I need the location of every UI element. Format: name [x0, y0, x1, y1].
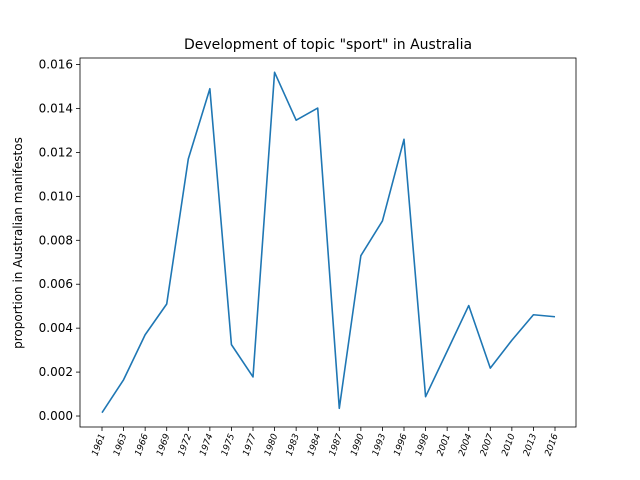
x-tick-label: 1996 — [393, 432, 410, 457]
x-tick-label: 1998 — [414, 432, 431, 457]
x-tick-label: 1961 — [91, 433, 108, 458]
x-tick-label: 1977 — [242, 432, 259, 457]
x-tick-label: 1993 — [371, 432, 388, 457]
y-axis-label: proportion in Australian manifestos — [11, 137, 25, 349]
x-tick-label: 1972 — [177, 432, 194, 457]
x-tick-label: 1980 — [263, 432, 280, 457]
y-tick-label: 0.008 — [39, 233, 73, 247]
y-tick-label: 0.016 — [39, 58, 73, 72]
x-tick-label: 1984 — [306, 432, 323, 457]
x-tick-label: 2001 — [436, 433, 453, 458]
x-tick-label: 2004 — [457, 432, 474, 457]
y-tick-label: 0.012 — [39, 145, 73, 159]
x-tick-label: 1975 — [220, 432, 237, 457]
plot-area: 0.000 0.002 0.004 0.006 0.008 0.010 0.012 0.014… — [39, 57, 577, 458]
chart-title: Development of topic "sport" in Australi… — [184, 37, 472, 53]
x-tick-label: 1983 — [285, 432, 302, 457]
x-tick-label: 1990 — [349, 432, 366, 457]
axes-frame — [79, 57, 577, 428]
y-tick-label: 0.010 — [39, 189, 73, 203]
x-tick-label: 2010 — [500, 432, 517, 457]
x-tick-label: 2013 — [522, 432, 539, 457]
x-tick-label: 1987 — [328, 432, 345, 457]
x-tick-label: 1966 — [134, 432, 151, 457]
x-tick-label: 1963 — [112, 432, 129, 457]
y-tick-label: 0.004 — [39, 321, 73, 335]
y-tick-label: 0.002 — [39, 365, 73, 379]
x-tick-label: 2007 — [479, 432, 496, 457]
y-tick-label: 0.006 — [39, 277, 73, 291]
y-tick-label: 0.000 — [39, 409, 73, 423]
series-line — [101, 71, 556, 414]
x-tick-label: 1969 — [155, 432, 172, 457]
x-tick-label: 1974 — [198, 432, 215, 457]
y-tick-label: 0.014 — [39, 102, 73, 116]
x-tick-label: 2016 — [544, 432, 561, 457]
